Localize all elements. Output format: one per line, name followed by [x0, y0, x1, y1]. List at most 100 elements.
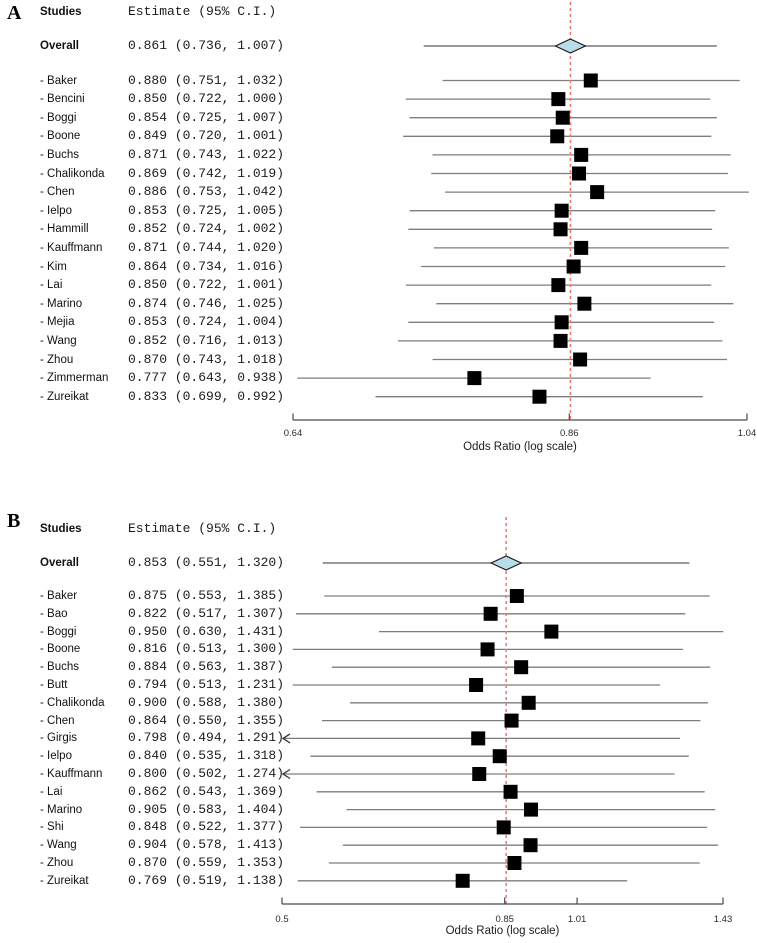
studies-column-header: Studies	[40, 523, 82, 535]
study-estimate-text: 0.880 (0.751, 1.032)	[128, 72, 285, 88]
overall-estimate-text: 0.861 (0.736, 1.007)	[128, 38, 285, 53]
study-estimate-text: 0.905 (0.583, 1.404)	[128, 801, 285, 817]
estimate-square	[551, 278, 566, 293]
estimate-square	[472, 767, 487, 781]
study-row-label: - Mejia	[40, 316, 75, 329]
study-row-label: - Zureikat	[40, 390, 89, 403]
estimate-square	[590, 185, 605, 200]
study-row-label: - Lai	[40, 785, 63, 798]
study-estimate-text: 0.822 (0.517, 1.307)	[128, 605, 285, 621]
estimate-square	[573, 352, 588, 367]
study-row-label: - Wang	[40, 839, 77, 852]
x-tick-label: 1.01	[568, 914, 587, 925]
study-row-label: - Baker	[40, 74, 78, 87]
study-estimate-text: 0.850 (0.722, 1.000)	[128, 91, 285, 107]
study-estimate-text: 0.794 (0.513, 1.231)	[128, 677, 285, 692]
overall-diamond	[553, 38, 587, 54]
study-row-label: - Lai	[40, 279, 63, 292]
estimate-square	[554, 315, 569, 330]
panel-a-label: A	[7, 2, 22, 24]
study-row-label: - Zimmerman	[40, 372, 109, 385]
study-row-label: - Zureikat	[40, 874, 89, 887]
study-row-label: - Chen	[40, 714, 75, 727]
study-row-label: - Shi	[40, 821, 64, 834]
study-row-label: - Kim	[40, 260, 67, 273]
estimate-square	[554, 203, 569, 218]
study-row-label: - Kauffmann	[40, 241, 103, 254]
panel-b-label: B	[7, 510, 21, 532]
overall-row-label: Overall	[40, 557, 79, 569]
study-row-label: - Bao	[40, 607, 68, 620]
study-estimate-text: 0.833 (0.699, 0.992)	[128, 388, 285, 404]
estimate-square	[532, 389, 547, 404]
study-row-label: - Chalikonda	[40, 167, 105, 180]
estimate-square	[555, 110, 570, 125]
study-estimate-text: 0.853 (0.725, 1.005)	[128, 202, 285, 218]
estimate-square	[524, 802, 539, 817]
study-estimate-text: 0.874 (0.746, 1.025)	[128, 295, 285, 311]
study-row-label: - Bencini	[40, 93, 85, 106]
study-estimate-text: 0.870 (0.559, 1.353)	[128, 855, 285, 870]
estimate-square	[577, 296, 592, 311]
panel-a: A Studies Estimate (95% C.I.) 0.64 0.86 1.…	[0, 0, 757, 458]
estimate-square	[471, 731, 486, 746]
ci-truncation-arrow-icon	[281, 733, 291, 744]
estimate-square	[523, 838, 538, 853]
study-estimate-text: 0.840 (0.535, 1.318)	[128, 748, 285, 764]
estimate-square	[544, 624, 559, 639]
study-row-label: - Boone	[40, 130, 81, 143]
estimate-square	[583, 73, 598, 88]
study-estimate-text: 0.875 (0.553, 1.385)	[128, 588, 285, 603]
study-row-label: - Wang	[40, 334, 77, 347]
study-row-label: - Zhou	[40, 353, 74, 366]
study-estimate-text: 0.862 (0.543, 1.369)	[128, 783, 285, 799]
study-estimate-text: 0.800 (0.502, 1.274)	[128, 766, 285, 781]
x-tick-label: 0.5	[275, 914, 288, 925]
study-row-label: - Boggi	[40, 111, 77, 124]
study-estimate-text: 0.870 (0.743, 1.018)	[128, 351, 285, 367]
overall-estimate-text: 0.853 (0.551, 1.320)	[128, 555, 285, 570]
estimate-square	[566, 259, 581, 274]
study-row-label: - Zhou	[40, 857, 74, 869]
study-row-label: - Buchs	[40, 661, 79, 674]
estimate-square	[521, 695, 536, 710]
ci-truncation-arrow-icon	[281, 768, 291, 780]
study-estimate-text: 0.848 (0.522, 1.377)	[128, 819, 285, 835]
study-row-label: - Chen	[40, 186, 75, 199]
forest-plot-b: 0.5 0.85 1.01 1.43	[275, 517, 733, 925]
overall-row-label: Overall	[40, 40, 79, 52]
study-row-label: - Baker	[40, 590, 78, 602]
study-row-label: - Buchs	[40, 148, 79, 161]
estimate-square	[509, 589, 524, 603]
x-tick-label: 1.43	[714, 914, 733, 925]
panel-b: B Studies Estimate (95% C.I.) 0.5 0.85 1.0…	[0, 470, 757, 943]
study-estimate-text: 0.904 (0.578, 1.413)	[128, 837, 285, 853]
estimate-square	[574, 147, 589, 162]
study-estimate-text: 0.871 (0.744, 1.020)	[128, 239, 285, 255]
estimate-square	[507, 856, 522, 870]
study-row-label: - Ielpo	[40, 204, 72, 217]
study-row-label: - Kauffmann	[40, 768, 103, 780]
study-estimate-text: 0.884 (0.563, 1.387)	[128, 659, 285, 675]
study-estimate-text: 0.850 (0.722, 1.001)	[128, 277, 285, 293]
estimate-square	[553, 222, 568, 237]
study-row-label: - Boone	[40, 643, 81, 656]
study-estimate-text: 0.777 (0.643, 0.938)	[128, 370, 285, 386]
study-estimate-text: 0.900 (0.588, 1.380)	[128, 694, 285, 710]
study-estimate-text: 0.769 (0.519, 1.138)	[128, 872, 285, 888]
study-estimate-text: 0.849 (0.720, 1.001)	[128, 128, 285, 144]
forest-plot-a: 0.64 0.86 1.04	[284, 2, 756, 439]
study-estimate-text: 0.869 (0.742, 1.019)	[128, 165, 285, 181]
x-tick-label: 0.85	[495, 914, 514, 925]
study-estimate-text: 0.886 (0.753, 1.042)	[128, 184, 285, 200]
estimate-square	[514, 660, 529, 675]
study-row-label: - Ielpo	[40, 750, 72, 763]
study-estimate-text: 0.798 (0.494, 1.291)	[128, 730, 285, 746]
estimate-square	[550, 129, 565, 144]
overall-diamond	[489, 555, 523, 571]
estimate-square	[503, 784, 518, 799]
estimate-square	[467, 371, 482, 386]
estimate-column-header: Estimate (95% C.I.)	[128, 521, 277, 536]
x-tick-label: 0.86	[560, 428, 579, 439]
